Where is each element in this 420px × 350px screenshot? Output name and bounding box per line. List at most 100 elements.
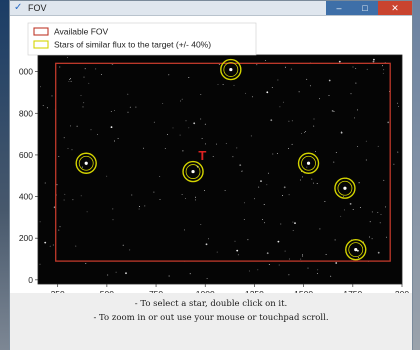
background-star bbox=[301, 255, 303, 257]
background-star bbox=[254, 198, 255, 200]
background-star bbox=[117, 138, 119, 140]
background-star bbox=[122, 244, 124, 246]
background-star bbox=[184, 229, 185, 231]
fov-window: ✓ FOV – □ ✕ 2505007501000125015001750200… bbox=[9, 0, 413, 350]
background-star bbox=[114, 140, 115, 142]
background-star bbox=[218, 63, 220, 65]
background-star bbox=[335, 262, 338, 264]
background-star bbox=[138, 208, 140, 210]
legend-fov-label: Available FOV bbox=[54, 27, 109, 37]
background-star bbox=[393, 163, 395, 165]
similar-flux-star-ring bbox=[75, 152, 97, 174]
background-star bbox=[302, 176, 304, 178]
background-star bbox=[291, 120, 293, 122]
background-star bbox=[306, 78, 308, 80]
background-star bbox=[359, 207, 361, 209]
background-star bbox=[383, 179, 385, 181]
background-star bbox=[354, 117, 355, 119]
background-star bbox=[317, 269, 319, 271]
background-star bbox=[309, 85, 311, 87]
similar-flux-star-ring bbox=[334, 177, 356, 199]
background-star bbox=[70, 80, 72, 82]
similar-flux-star-inner-ring bbox=[185, 164, 201, 179]
background-star bbox=[277, 240, 280, 243]
background-star bbox=[371, 238, 373, 240]
background-star bbox=[335, 152, 337, 154]
background-star bbox=[256, 64, 258, 66]
similar-flux-star-inner-ring bbox=[348, 242, 364, 258]
background-star bbox=[288, 274, 290, 276]
background-star bbox=[265, 60, 267, 62]
fov-chart[interactable]: 2505007501000125015001750200020040060080… bbox=[10, 16, 412, 306]
background-star bbox=[328, 95, 330, 96]
background-star bbox=[237, 254, 239, 256]
background-star bbox=[247, 239, 249, 241]
background-star bbox=[188, 127, 190, 129]
similar-flux-star-ring bbox=[345, 238, 367, 261]
background-star bbox=[266, 252, 269, 255]
background-star bbox=[204, 123, 206, 125]
background-star bbox=[266, 184, 268, 186]
figure-canvas[interactable]: 2505007501000125015001750200020040060080… bbox=[10, 16, 412, 306]
background-star bbox=[357, 109, 359, 111]
background-star bbox=[282, 195, 283, 196]
background-star bbox=[340, 131, 343, 134]
background-star bbox=[398, 106, 400, 107]
background-star bbox=[88, 82, 90, 84]
background-star bbox=[280, 223, 282, 225]
background-star bbox=[131, 194, 133, 196]
background-star bbox=[76, 125, 78, 127]
background-star bbox=[97, 133, 98, 135]
background-star bbox=[129, 106, 131, 108]
background-star bbox=[85, 263, 87, 264]
title-bar[interactable]: ✓ FOV – □ ✕ bbox=[10, 1, 412, 16]
minimize-icon[interactable]: – bbox=[326, 1, 352, 15]
background-star bbox=[56, 184, 58, 186]
background-star bbox=[284, 250, 286, 252]
instruction-select: - To select a star, double click on it. bbox=[134, 299, 288, 309]
similar-flux-star-ring bbox=[297, 152, 320, 174]
background-star bbox=[371, 211, 373, 213]
background-star bbox=[110, 126, 113, 128]
background-star bbox=[372, 60, 375, 63]
background-star bbox=[263, 204, 265, 205]
background-star bbox=[139, 206, 141, 207]
instruction-zoom: - To zoom in or out use your mouse or to… bbox=[93, 313, 329, 323]
similar-flux-star bbox=[191, 169, 195, 174]
background-star bbox=[129, 249, 131, 251]
background-star bbox=[112, 208, 114, 210]
legend-stars-label: Stars of similar flux to the target (+/-… bbox=[54, 40, 211, 50]
background-star bbox=[288, 258, 290, 260]
background-star bbox=[377, 251, 380, 254]
background-star bbox=[69, 78, 70, 80]
background-star bbox=[302, 254, 303, 255]
background-star bbox=[100, 74, 102, 76]
background-star bbox=[42, 105, 44, 106]
background-star bbox=[313, 182, 315, 184]
similar-flux-star-ring bbox=[220, 58, 242, 81]
background-star bbox=[291, 143, 293, 145]
background-star bbox=[75, 245, 77, 247]
background-star bbox=[185, 120, 187, 122]
background-star bbox=[357, 249, 359, 252]
similar-flux-star bbox=[306, 161, 311, 165]
maximize-icon[interactable]: □ bbox=[352, 1, 378, 15]
y-tick-label: 800 bbox=[19, 108, 33, 118]
desktop-edge bbox=[0, 0, 10, 350]
background-star bbox=[164, 148, 166, 150]
window-controls: – □ ✕ bbox=[326, 1, 412, 15]
background-star bbox=[338, 60, 341, 63]
y-tick-label: 200 bbox=[19, 233, 33, 243]
background-star bbox=[325, 254, 327, 255]
background-star bbox=[241, 170, 243, 172]
background-star bbox=[63, 199, 65, 201]
background-star bbox=[225, 142, 227, 144]
close-icon[interactable]: ✕ bbox=[378, 1, 412, 15]
background-star bbox=[84, 68, 86, 70]
background-star bbox=[232, 156, 234, 158]
background-star bbox=[162, 102, 164, 104]
background-star bbox=[179, 134, 181, 136]
background-star bbox=[379, 222, 381, 224]
y-tick-label: 600 bbox=[19, 150, 33, 160]
background-star bbox=[201, 138, 203, 140]
